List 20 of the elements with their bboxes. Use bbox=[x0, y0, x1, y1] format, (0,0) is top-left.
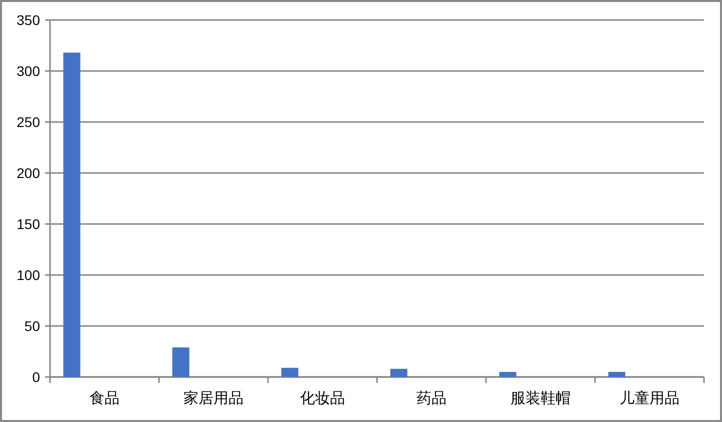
x-tick-label: 家居用品 bbox=[184, 390, 244, 407]
x-tick-label: 服装鞋帽 bbox=[510, 390, 570, 407]
y-tick-label: 100 bbox=[16, 267, 40, 283]
y-tick-label: 150 bbox=[16, 216, 40, 232]
y-tick-label: 0 bbox=[32, 369, 40, 385]
y-tick-label: 300 bbox=[16, 63, 40, 79]
y-tick-label: 50 bbox=[24, 318, 40, 334]
y-tick-label: 200 bbox=[16, 165, 40, 181]
x-tick-label: 食品 bbox=[90, 390, 120, 407]
bar bbox=[390, 368, 408, 377]
x-tick-label: 化妆品 bbox=[300, 390, 345, 407]
bar bbox=[608, 372, 626, 377]
y-tick-label: 350 bbox=[16, 12, 40, 28]
bar bbox=[499, 372, 516, 377]
bar bbox=[281, 368, 298, 377]
bar bbox=[172, 347, 190, 377]
x-tick-label: 儿童用品 bbox=[620, 390, 680, 407]
x-tick-label: 药品 bbox=[416, 390, 446, 407]
y-tick-label: 250 bbox=[16, 114, 40, 130]
bar bbox=[63, 52, 80, 377]
